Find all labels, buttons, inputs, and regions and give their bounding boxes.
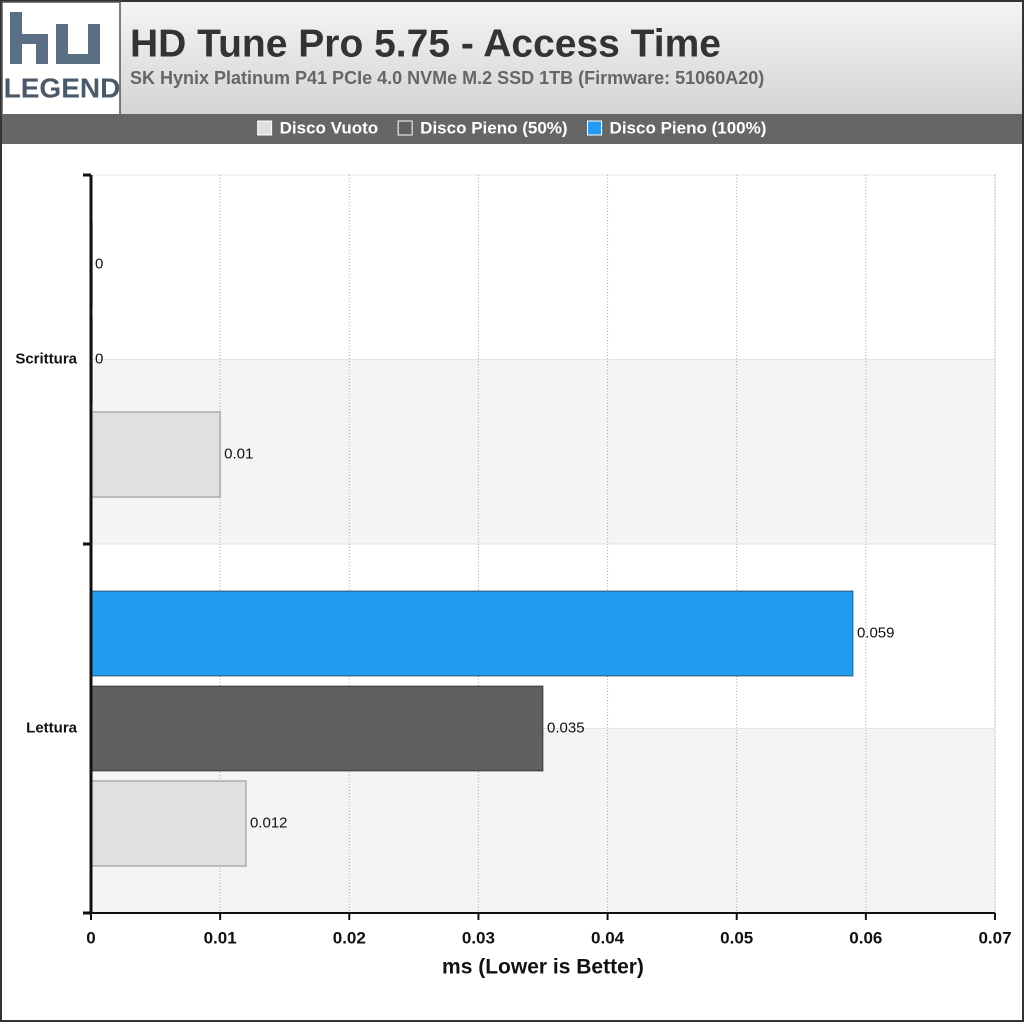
data-label: 0 <box>95 255 103 272</box>
data-label: 0.01 <box>224 445 253 462</box>
legend: Disco Vuoto Disco Pieno (50%) Disco Pieno … <box>257 118 767 137</box>
legend-swatch <box>587 120 603 136</box>
chart-subtitle: SK Hynix Platinum P41 PCIe 4.0 NVMe M.2 … <box>130 68 764 88</box>
legend-swatch <box>257 120 273 136</box>
legend-bar <box>2 114 1022 144</box>
logo-text: LEGEND <box>4 72 121 103</box>
legend-label: Disco Pieno (50%) <box>420 118 567 137</box>
legend-label: Disco Vuoto <box>280 118 379 137</box>
bar <box>90 590 854 677</box>
logo-mark <box>10 12 100 64</box>
x-tick-label: 0.07 <box>978 928 1011 947</box>
x-tick-label: 0 <box>86 928 95 947</box>
legend-swatch <box>397 120 413 136</box>
x-tick-label: 0.03 <box>462 928 495 947</box>
x-tick-label: 0.06 <box>849 928 882 947</box>
x-axis-title: ms (Lower is Better) <box>442 956 644 979</box>
x-tick-label: 0.04 <box>591 928 625 947</box>
x-tick-label: 0.01 <box>204 928 237 947</box>
legend-label: Disco Pieno (100%) <box>610 118 767 137</box>
x-tick-label: 0.02 <box>333 928 366 947</box>
data-label: 0.035 <box>547 719 585 736</box>
data-label: 0 <box>95 350 103 367</box>
bar <box>90 780 247 867</box>
plot-stripe <box>90 359 996 545</box>
y-tick-label: Scrittura <box>15 350 77 367</box>
header <box>2 2 1022 114</box>
x-tick-label: 0.05 <box>720 928 753 947</box>
bar <box>90 411 221 498</box>
bar <box>90 685 544 772</box>
y-tick-label: Lettura <box>26 719 77 736</box>
plot-stripe <box>90 174 996 360</box>
data-label: 0.059 <box>857 624 895 641</box>
data-label: 0.012 <box>250 814 288 831</box>
chart-title: HD Tune Pro 5.75 - Access Time <box>130 22 721 65</box>
